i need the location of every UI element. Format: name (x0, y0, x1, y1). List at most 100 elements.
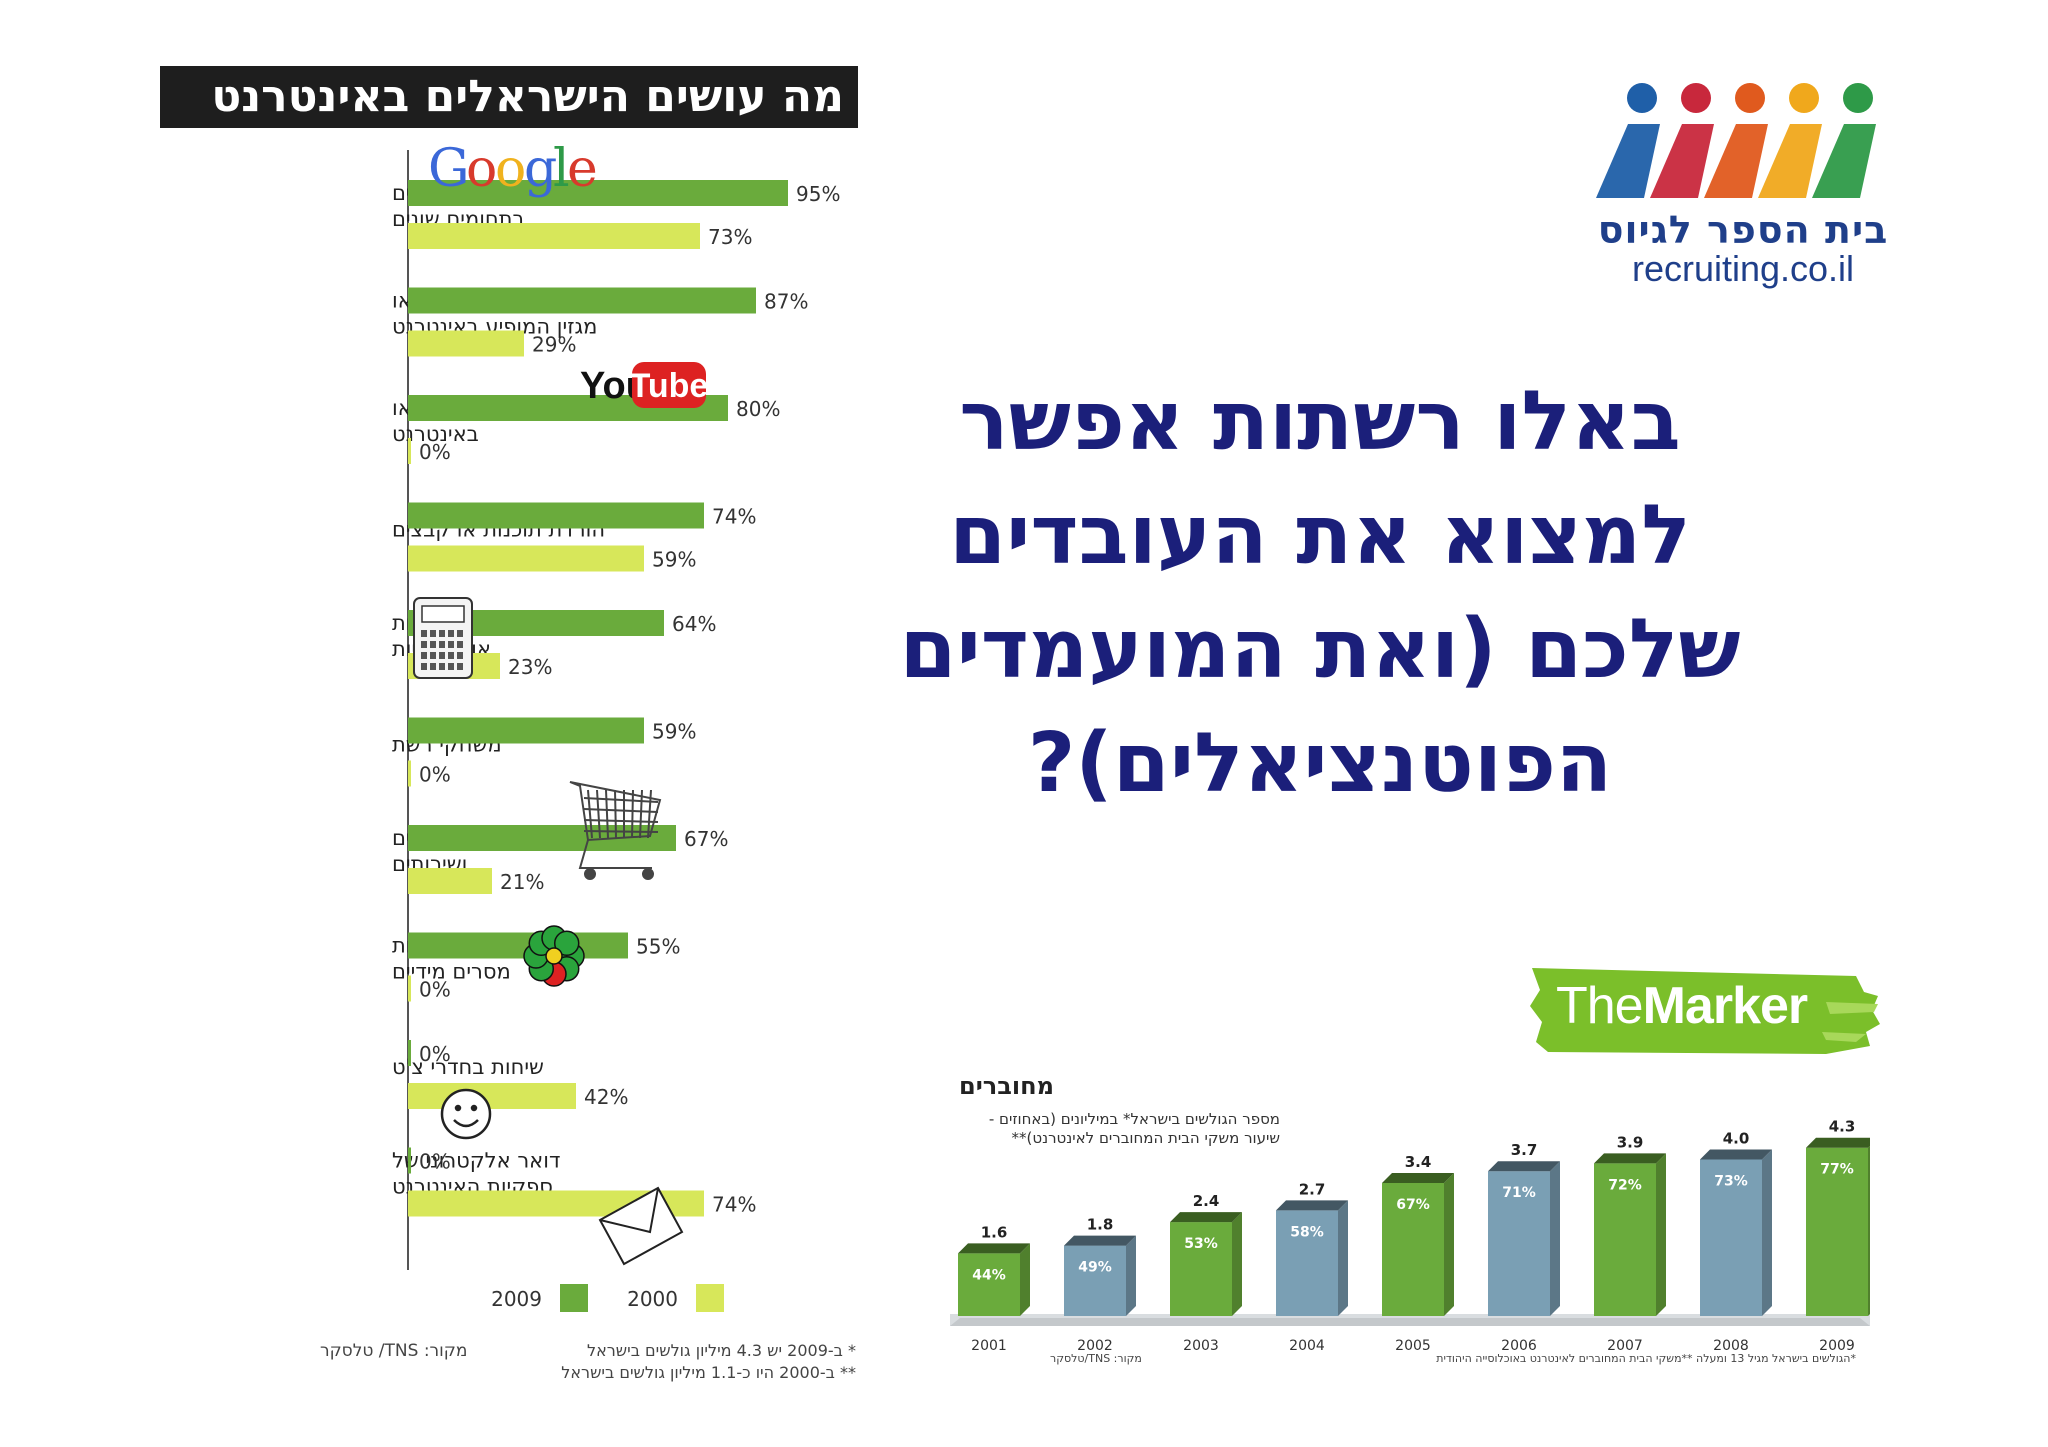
calculator-key (421, 652, 427, 659)
column-side (1656, 1153, 1666, 1316)
bar-2009 (408, 717, 644, 744)
legend-label-2009: 2009 (491, 1287, 542, 1311)
calculator-key (448, 641, 454, 648)
x-tick-label: 2001 (971, 1338, 1007, 1354)
bar-2009 (408, 1147, 411, 1174)
bar-2000 (408, 975, 411, 1002)
flower-petal (553, 930, 580, 957)
column-side (1126, 1235, 1136, 1316)
cart-wire (583, 830, 659, 833)
calculator-key (439, 641, 445, 648)
bar-value-label: 55% (636, 935, 680, 959)
brush-stroke-icon (1530, 968, 1880, 1054)
cart-wire (639, 789, 643, 839)
bar-value-label: 95% (796, 182, 840, 206)
x-tick-label: 2006 (1501, 1338, 1537, 1354)
column-side (1232, 1212, 1242, 1316)
recruiting-school-logo: בית הספר לגיוס recruiting.co.il (1590, 80, 1900, 290)
calculator-icon (413, 597, 473, 679)
column-value-label: 3.7 (1511, 1141, 1538, 1159)
column-percent-label: 77% (1820, 1162, 1854, 1178)
column-front (1382, 1182, 1444, 1316)
column-percent-label: 49% (1078, 1260, 1112, 1276)
calculator-key (457, 630, 463, 637)
cart-wheel (642, 868, 654, 880)
google-letter: G (428, 139, 470, 199)
category-label: שיחות בחדרי צ'ט (392, 1055, 544, 1079)
column-percent-label: 73% (1714, 1173, 1748, 1189)
person-head (1843, 83, 1873, 113)
cart-wire (583, 819, 659, 823)
bar-value-label: 67% (684, 827, 728, 851)
bar-2009 (408, 1040, 411, 1066)
column-side (1444, 1172, 1454, 1316)
x-tick-label: 2008 (1713, 1338, 1749, 1354)
bar-value-label: 23% (508, 655, 552, 679)
person-body (1758, 124, 1822, 198)
smiley-icon (440, 1088, 492, 1140)
x-tick-label: 2004 (1289, 1338, 1325, 1354)
activities-chart-plot: חיפוש מידע או נתוניםבתחומים שונים95%73%ק… (320, 139, 856, 1382)
bar-value-label: 80% (736, 397, 780, 421)
shopping-cart-icon (569, 781, 662, 880)
calculator-key (439, 663, 445, 670)
cart-wire (583, 808, 659, 813)
chart-footnote: *הגולשים בישראל מגיל 13 ומעלה **משקי הבי… (1436, 1352, 1856, 1365)
column-percent-label: 67% (1396, 1197, 1430, 1213)
calculator-key (430, 652, 436, 659)
person-body (1704, 124, 1768, 198)
column-bar (1700, 1149, 1772, 1316)
cart-wire (583, 797, 659, 803)
column-front (1170, 1222, 1232, 1316)
headline-line: הפוטנציאלים)? (1027, 716, 1613, 811)
connected-users-chart: מחוברים מספר הגולשים בישראל* במיליונים (… (950, 1060, 1870, 1380)
headline-line: למצוא את העובדים (949, 488, 1691, 583)
bar-2009 (408, 180, 788, 206)
column-front (1488, 1171, 1550, 1316)
column-side (1868, 1145, 1870, 1316)
column-bar (1382, 1172, 1454, 1316)
bar-2009 (408, 932, 628, 959)
chart-floor-edge (950, 1318, 1870, 1326)
flower-center (545, 947, 563, 965)
column-percent-label: 44% (972, 1267, 1006, 1283)
smiley-eye (470, 1104, 478, 1112)
bar-value-label: 0% (419, 978, 451, 1002)
legend-label-2000: 2000 (627, 1287, 678, 1311)
bar-value-label: 29% (532, 333, 576, 357)
column-top (1806, 1137, 1870, 1148)
x-tick-label: 2005 (1395, 1338, 1431, 1354)
themarker-wordmark: TheMarker (1556, 976, 1809, 1036)
column-front (1806, 1147, 1868, 1316)
column-front (1594, 1163, 1656, 1316)
connected-chart-subtitle: מספר הגולשים בישראל* במיליונים (באחוזים … (920, 1110, 1280, 1148)
google-letter: g (524, 139, 557, 199)
column-value-label: 4.0 (1723, 1129, 1750, 1147)
themarker-marker: Marker (1642, 977, 1809, 1035)
envelope-body (598, 1186, 684, 1266)
bar-value-label: 59% (652, 548, 696, 572)
bar-2000 (408, 1083, 576, 1109)
bar-value-label: 21% (500, 870, 544, 894)
bar-2009 (408, 825, 676, 851)
connected-chart-plot: 1.6 44% 2001 1.8 49% 2002 2.4 53% 2003 2.7 58% 2004… (950, 1118, 1870, 1365)
calculator-key (457, 641, 463, 648)
calculator-key (430, 641, 436, 648)
column-bar (1806, 1137, 1870, 1316)
calculator-key (439, 630, 445, 637)
column-bar (1064, 1235, 1136, 1316)
bar-2009 (408, 502, 704, 529)
x-tick-label: 2002 (1077, 1338, 1113, 1354)
x-tick-label: 2007 (1607, 1338, 1643, 1354)
column-front (1276, 1210, 1338, 1316)
chart-source: מקור: TNS/טלסקר (1050, 1352, 1142, 1365)
bar-value-label: 87% (764, 290, 808, 314)
bar-2000 (408, 545, 644, 572)
column-top (1382, 1172, 1454, 1183)
person-body (1596, 124, 1660, 198)
column-top (1488, 1161, 1560, 1172)
column-side (1020, 1243, 1030, 1316)
smiley-mouth (453, 1119, 479, 1128)
themarker-the: The (1556, 977, 1644, 1035)
envelope-icon (598, 1186, 684, 1266)
